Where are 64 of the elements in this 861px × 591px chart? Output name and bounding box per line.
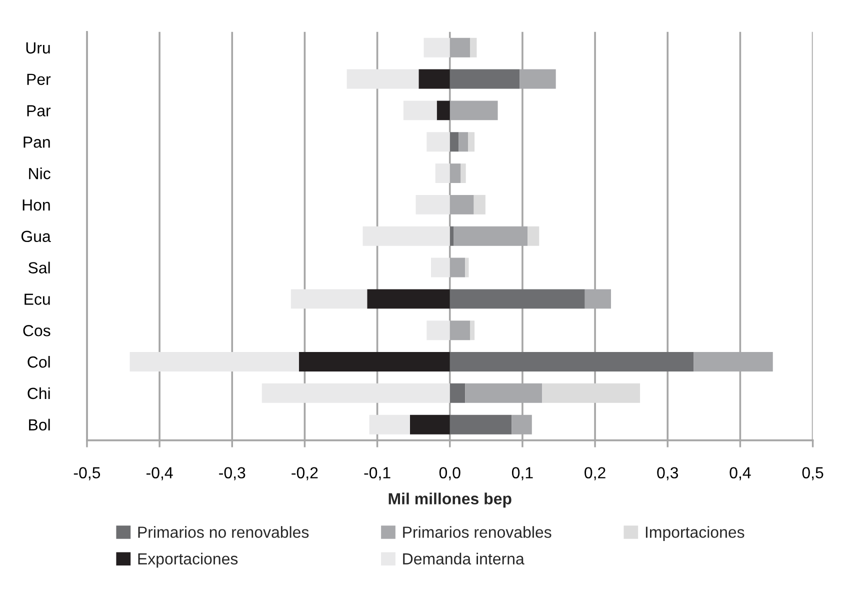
bar bbox=[450, 289, 585, 309]
bar bbox=[458, 132, 468, 152]
bar bbox=[474, 194, 486, 214]
bar bbox=[528, 226, 540, 246]
bar bbox=[468, 132, 475, 152]
x-tick-label: 0,0 bbox=[439, 467, 460, 480]
bar bbox=[367, 289, 450, 309]
x-tick-label: 0,5 bbox=[802, 467, 824, 480]
y-tick-label: Per bbox=[27, 74, 51, 85]
bar bbox=[436, 100, 450, 120]
x-tick-label: 0,3 bbox=[657, 467, 678, 480]
bar bbox=[262, 383, 450, 403]
x-tick-label: -0,3 bbox=[219, 467, 246, 480]
legend-label: Demanda interna bbox=[403, 552, 524, 565]
y-tick-label: Nic bbox=[29, 167, 50, 180]
bar bbox=[426, 132, 450, 152]
y-tick-label: Pan bbox=[24, 136, 50, 148]
bar bbox=[346, 69, 419, 89]
y-tick-label: Hon bbox=[22, 199, 50, 211]
y-tick-label: Bol bbox=[29, 418, 50, 431]
legend-label: Exportaciones bbox=[138, 552, 238, 568]
bar bbox=[450, 383, 466, 403]
bar bbox=[460, 164, 466, 184]
y-tick-label: Par bbox=[27, 105, 51, 116]
bar bbox=[450, 414, 512, 434]
legend-label: Primarios renovables bbox=[403, 526, 552, 538]
legend-label: Primarios no renovables bbox=[138, 526, 309, 538]
y-tick-label: Gua bbox=[21, 230, 51, 242]
x-tick-label: -0,1 bbox=[364, 467, 390, 480]
bar bbox=[450, 226, 454, 246]
y-tick-label: Ecu bbox=[24, 294, 50, 305]
x-axis-title: Mil millones bep bbox=[388, 492, 512, 508]
bar bbox=[290, 289, 368, 309]
y-tick-label: Chi bbox=[28, 387, 50, 400]
x-tick-label: -0,4 bbox=[146, 467, 173, 480]
bar bbox=[450, 69, 520, 89]
bar bbox=[465, 258, 469, 278]
bar bbox=[416, 194, 450, 214]
x-tick-label: -0,5 bbox=[74, 467, 100, 480]
y-tick-label: Sal bbox=[28, 262, 50, 274]
bar bbox=[424, 38, 450, 58]
bar bbox=[450, 352, 694, 372]
legend-label: Importaciones bbox=[646, 526, 744, 542]
x-tick-label: 0,2 bbox=[584, 467, 606, 480]
bar bbox=[450, 132, 459, 152]
bar bbox=[470, 38, 477, 58]
y-tick-label: Col bbox=[28, 356, 50, 368]
x-tick-label: -0,2 bbox=[292, 467, 318, 480]
bar bbox=[403, 100, 437, 120]
bar bbox=[362, 226, 450, 246]
bar bbox=[130, 352, 299, 372]
bar bbox=[435, 164, 450, 184]
bar bbox=[369, 414, 410, 434]
bar bbox=[426, 320, 450, 340]
bar bbox=[410, 414, 450, 434]
x-tick-label: 0,4 bbox=[730, 467, 751, 480]
y-tick-label: Uru bbox=[26, 42, 50, 54]
bar bbox=[418, 69, 450, 89]
x-tick-label: 0,1 bbox=[512, 467, 533, 480]
bar bbox=[298, 352, 450, 372]
y-tick-label: Cos bbox=[23, 324, 50, 336]
bar bbox=[542, 383, 640, 403]
bar bbox=[431, 258, 450, 278]
bar bbox=[470, 320, 475, 340]
